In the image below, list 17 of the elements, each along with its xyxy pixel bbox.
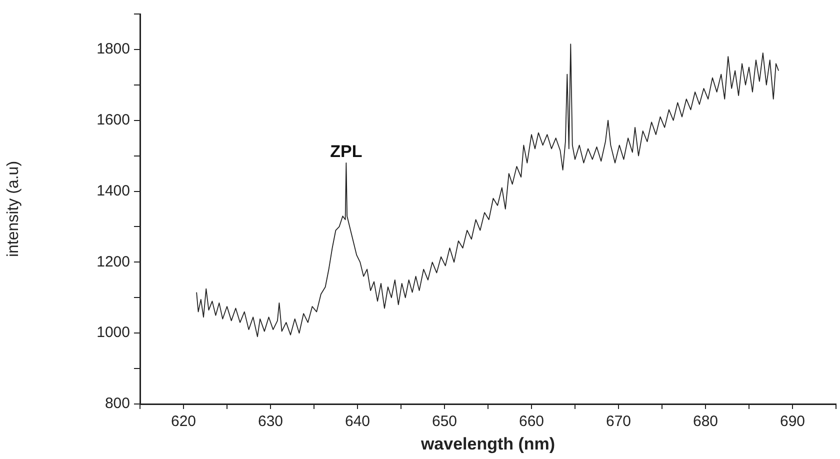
y-axis-title: intensity (a.u): [5, 160, 22, 258]
x-tick-label: 620: [170, 413, 196, 430]
y-tick-label: 1200: [96, 253, 130, 270]
y-tick-label: 1000: [96, 324, 130, 342]
annotation: ZPL: [330, 142, 362, 162]
x-tick-label: 670: [606, 413, 632, 430]
x-tick-label: 680: [692, 413, 718, 430]
y-tick-label: 1600: [96, 112, 130, 129]
y-tick-label: 1800: [96, 40, 130, 58]
x-axis-title: wavelength (nm): [420, 434, 556, 454]
x-tick-label: 650: [432, 413, 458, 430]
y-tick-label: 800: [104, 395, 130, 412]
y-tick-label: 1400: [96, 182, 130, 200]
x-tick-label: 690: [780, 413, 806, 430]
x-tick-label: 640: [344, 413, 370, 430]
x-tick-label: 660: [518, 413, 544, 430]
x-tick-label: 630: [258, 413, 284, 430]
